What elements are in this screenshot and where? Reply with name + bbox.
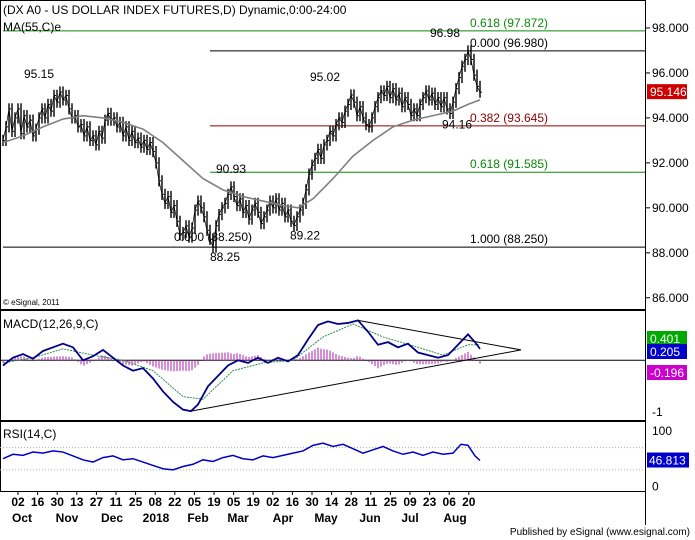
x-month-label: Oct <box>12 511 32 525</box>
macd-triangle-line <box>357 319 522 351</box>
rsi-title: RSI(14,C) <box>3 427 56 441</box>
price-y-tick-label: 88.000 <box>652 246 689 260</box>
last-price-badge <box>647 84 687 100</box>
histogram-value-badge <box>647 365 687 380</box>
x-month-label: Aug <box>443 511 466 525</box>
copyright-text: © eSignal, 2011 <box>3 298 60 307</box>
x-day-label: 27 <box>90 495 104 509</box>
price-y-tick-label: 86.000 <box>652 291 689 305</box>
rsi-y-tick-label: 100 <box>652 424 672 438</box>
x-day-label: 25 <box>129 495 143 509</box>
macd-value-badge-text: 0.401 <box>650 332 680 346</box>
signal-value-badge-text: 0.205 <box>650 345 680 359</box>
price-level-label: 90.93 <box>216 162 246 176</box>
x-day-label: 23 <box>423 495 437 509</box>
macd-triangle-line <box>190 349 522 412</box>
chart-title: (DX A0 - US DOLLAR INDEX FUTURES,D) Dyna… <box>3 3 347 17</box>
x-day-label: 11 <box>364 495 377 509</box>
price-level-label: 88.25 <box>210 250 240 264</box>
macd-y-tick-label: -1 <box>652 405 663 419</box>
x-day-label: 19 <box>207 495 221 509</box>
x-month-label: Dec <box>101 511 123 525</box>
macd-layer <box>0 319 645 413</box>
rsi-value-text: 46.813 <box>649 454 686 468</box>
x-day-label: 08 <box>149 495 163 509</box>
price-y-tick-label: 94.000 <box>652 111 689 125</box>
fib-label: 0.382 (93.645) <box>470 111 548 125</box>
price-y-tick-label: 92.000 <box>652 156 689 170</box>
fib-label: 0.000 (96.980) <box>470 36 548 50</box>
macd-title: MACD(12,26,9,C) <box>3 317 98 331</box>
price-panel <box>0 0 646 310</box>
x-day-label: 16 <box>31 495 45 509</box>
x-day-label: 16 <box>286 495 300 509</box>
price-series-line <box>2 49 481 248</box>
signal-value-badge <box>647 344 687 359</box>
price-y-tick-label: 90.000 <box>652 201 689 215</box>
x-month-label: May <box>314 511 338 525</box>
x-month-label: Mar <box>227 511 249 525</box>
ma-label: MA(55,C)e <box>3 20 61 34</box>
x-day-label: 28 <box>345 495 359 509</box>
ma-series-line <box>2 99 481 209</box>
x-month-label: 2018 <box>143 511 170 525</box>
macd-signal-line <box>2 323 480 400</box>
x-day-label: 30 <box>305 495 319 509</box>
x-day-label: 06 <box>443 495 457 509</box>
fib-label: 0.618 (97.872) <box>470 16 548 30</box>
x-day-label: 11 <box>110 495 123 509</box>
x-day-label: 14 <box>325 495 339 509</box>
x-day-label: 13 <box>70 495 84 509</box>
x-day-label: 02 <box>11 495 25 509</box>
x-month-label: Nov <box>56 511 79 525</box>
x-day-label: 19 <box>247 495 261 509</box>
x-day-label: 09 <box>403 495 417 509</box>
rsi-value-badge <box>647 452 689 468</box>
macd-line <box>2 319 481 413</box>
rsi-line <box>2 442 481 471</box>
price-level-label: 0.000 (88.250) <box>174 230 252 244</box>
price-layer: 0.618 (97.872) 0.000 (96.980) 0.382 (93.64… <box>2 16 645 264</box>
x-day-label: 22 <box>168 495 182 509</box>
price-level-label: 95.02 <box>310 70 340 84</box>
x-month-label: Jun <box>359 511 380 525</box>
fib-label: 1.000 (88.250) <box>470 232 548 246</box>
price-y-tick-label: 98.000 <box>652 21 689 35</box>
axis-layer: 98.000 96.000 94.000 92.000 90.000 88.000 86.0… <box>11 21 689 525</box>
histogram-value-badge-text: -0.196 <box>650 366 684 380</box>
fib-label: 0.618 (91.585) <box>470 157 548 171</box>
x-month-label: Feb <box>187 511 208 525</box>
x-day-label: 05 <box>188 495 202 509</box>
x-day-label: 30 <box>51 495 65 509</box>
macd-value-badge <box>647 331 687 346</box>
x-month-label: Apr <box>273 511 294 525</box>
published-by: Published by eSignal (www.esignal.com) <box>510 527 690 538</box>
price-y-tick-label: 96.000 <box>652 66 689 80</box>
rsi-y-tick-label: 0 <box>652 480 659 494</box>
rsi-panel <box>0 421 646 492</box>
price-level-label: 95.15 <box>24 67 54 81</box>
price-level-label: 96.98 <box>430 26 460 40</box>
x-day-label: 02 <box>266 495 280 509</box>
x-day-label: 05 <box>227 495 241 509</box>
price-level-label: 94.16 <box>442 117 472 131</box>
x-month-label: Jul <box>401 511 418 525</box>
rsi-layer <box>0 442 645 471</box>
price-level-label: 89.22 <box>290 228 320 242</box>
x-day-label: 25 <box>384 495 398 509</box>
last-price-value: 95.146 <box>650 85 687 99</box>
x-day-label: 20 <box>462 495 476 509</box>
